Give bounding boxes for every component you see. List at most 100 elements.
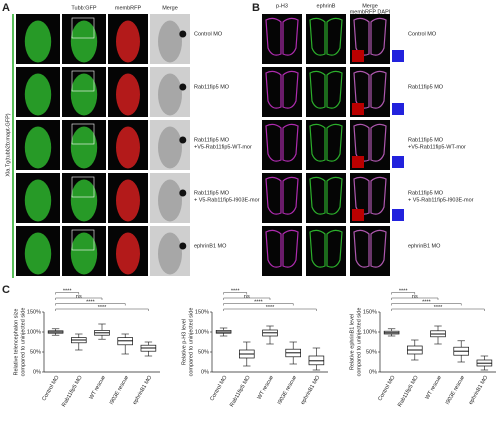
x-tick-label: ephrinB1 MO (300, 374, 322, 406)
x-tick-label: WT rescue (257, 375, 275, 401)
row-label: Rab11fip5 MO (194, 137, 230, 143)
row-label: + V5-Rab11fip5-I903E-mor (194, 197, 260, 203)
y-tick-label: 0% (33, 369, 41, 375)
x-tick-label: Rab11fip5 MO (61, 374, 84, 408)
y-tick-label: 100% (363, 329, 377, 335)
row-label: + V5-Rab11fip5-I903E-mor (408, 197, 474, 203)
y-tick-label: 150% (195, 309, 209, 315)
significance-label: **** (399, 288, 408, 294)
eye (179, 83, 187, 91)
embryo (158, 126, 182, 169)
inset-box (71, 70, 95, 92)
significance-bracket (391, 292, 416, 295)
inset-red (352, 156, 364, 168)
significance-label: ns (412, 294, 418, 300)
embryo (70, 73, 98, 116)
tissue-outline (265, 17, 299, 56)
significance-label: **** (254, 299, 263, 305)
micrograph (262, 173, 302, 223)
significance-label: **** (422, 299, 431, 305)
x-tick-label: Rab11fip5 MO (229, 374, 252, 408)
y-tick-label: 150% (363, 309, 377, 315)
panel-label: B (252, 2, 260, 14)
row-label: Rab11fip5 MO (408, 190, 444, 196)
embryo (24, 73, 52, 116)
significance-bracket (391, 297, 439, 300)
row-label: Rab11fip5 MO (194, 84, 230, 90)
x-tick-label: ephrinB1 MO (132, 374, 154, 406)
eye (179, 30, 187, 38)
row-label: ephrinB1 MO (194, 243, 227, 249)
panel-label: C (2, 284, 10, 296)
column-header: Merge (162, 5, 178, 11)
embryo (24, 126, 52, 169)
embryo (70, 20, 98, 63)
embryo (158, 20, 182, 63)
significance-label: ns (244, 294, 250, 300)
x-tick-label: Control MO (209, 374, 229, 402)
y-tick-label: 100% (195, 329, 209, 335)
row-label: Rab11fip5 MO (408, 84, 444, 90)
embryo (158, 232, 182, 275)
row-label: Rab11fip5 MO (408, 137, 444, 143)
y-axis-label: compared to uninjected side (188, 308, 194, 377)
y-axis-label: Relative telencephalon size (13, 309, 19, 376)
tissue-outline (309, 229, 343, 268)
x-tick-label: I903E rescue (445, 375, 466, 406)
panel-label: A (2, 2, 10, 14)
inset-blue (392, 156, 404, 168)
micrograph (350, 226, 390, 276)
embryo (70, 126, 98, 169)
y-axis-label: compared to uninjected side (20, 308, 26, 377)
embryo (24, 232, 52, 275)
inset-red (352, 103, 364, 115)
tissue-outline (309, 17, 343, 56)
tissue-outline (265, 70, 299, 109)
tissue-outline (353, 229, 387, 268)
column-header: p-H3 (276, 3, 288, 9)
column-header: ephrinB (317, 3, 336, 9)
embryo (70, 179, 98, 222)
eye (179, 189, 187, 197)
significance-bracket (223, 297, 271, 300)
significance-bracket (55, 308, 149, 311)
row-label: ephrinB1 MO (408, 243, 441, 249)
micrograph (262, 226, 302, 276)
tissue-outline (309, 123, 343, 162)
embryo (116, 126, 140, 169)
inset-box (71, 176, 95, 198)
column-header: Tubb:GFP (71, 5, 96, 11)
y-tick-label: 0% (201, 369, 209, 375)
significance-bracket (55, 303, 126, 306)
eye (179, 242, 187, 250)
column-header: Merge (362, 3, 378, 9)
tissue-outline (309, 70, 343, 109)
micrograph (306, 173, 346, 223)
significance-label: **** (98, 305, 107, 311)
x-tick-label: I903E rescue (277, 375, 298, 406)
embryo (24, 179, 52, 222)
inset-blue (392, 50, 404, 62)
y-tick-label: 50% (30, 349, 41, 355)
embryo (116, 232, 140, 275)
micrograph (306, 226, 346, 276)
embryo (158, 73, 182, 116)
y-tick-label: 50% (366, 349, 377, 355)
y-axis-label: Relative ephrinB1 level (349, 314, 355, 370)
embryo (70, 232, 98, 275)
eye (179, 136, 187, 144)
inset-box (71, 123, 95, 145)
x-tick-label: Control MO (377, 374, 397, 402)
significance-bracket (55, 297, 103, 300)
significance-bracket (391, 308, 485, 311)
x-tick-label: ephrinB1 MO (468, 374, 490, 406)
inset-red (352, 209, 364, 221)
tissue-outline (309, 176, 343, 215)
micrograph (262, 120, 302, 170)
significance-bracket (223, 308, 317, 311)
embryo (24, 20, 52, 63)
micrograph (306, 67, 346, 117)
significance-bracket (55, 292, 80, 295)
